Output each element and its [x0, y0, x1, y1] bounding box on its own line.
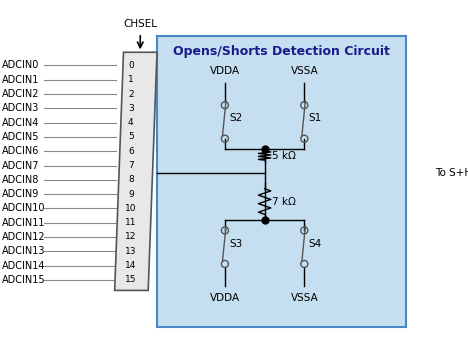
Text: 7 kΩ: 7 kΩ	[271, 197, 296, 207]
Text: S1: S1	[309, 113, 322, 123]
Text: ADCIN13: ADCIN13	[2, 246, 45, 256]
Text: 13: 13	[125, 247, 137, 256]
Polygon shape	[115, 52, 157, 290]
Text: S3: S3	[229, 239, 242, 249]
Text: ADCIN1: ADCIN1	[2, 75, 39, 85]
Text: 10: 10	[125, 204, 137, 213]
Text: VDDA: VDDA	[210, 293, 240, 303]
Text: ADCIN0: ADCIN0	[2, 60, 39, 71]
Text: Opens/Shorts Detection Circuit: Opens/Shorts Detection Circuit	[173, 45, 390, 58]
Text: ADCIN15: ADCIN15	[2, 275, 45, 285]
Text: S2: S2	[229, 113, 242, 123]
Text: 2: 2	[128, 89, 134, 98]
Text: 14: 14	[125, 261, 137, 270]
Text: ADCIN2: ADCIN2	[2, 89, 39, 99]
Text: 15: 15	[125, 275, 137, 284]
Text: CHSEL: CHSEL	[123, 19, 157, 29]
Text: To S+H: To S+H	[435, 168, 468, 178]
Text: VSSA: VSSA	[291, 293, 318, 303]
Text: ADCIN5: ADCIN5	[2, 132, 39, 142]
Text: 0: 0	[128, 61, 134, 70]
Text: 5 kΩ: 5 kΩ	[271, 151, 296, 161]
Text: VSSA: VSSA	[291, 66, 318, 76]
Text: ADCIN3: ADCIN3	[2, 104, 39, 113]
Text: 9: 9	[128, 190, 134, 199]
Text: 5: 5	[128, 132, 134, 142]
Text: ADCIN6: ADCIN6	[2, 146, 39, 156]
Text: 7: 7	[128, 161, 134, 170]
Text: 3: 3	[128, 104, 134, 113]
Text: ADCIN7: ADCIN7	[2, 160, 39, 171]
Text: ADCIN11: ADCIN11	[2, 218, 45, 228]
Text: S4: S4	[309, 239, 322, 249]
Text: ADCIN10: ADCIN10	[2, 203, 45, 213]
Text: 1: 1	[128, 75, 134, 84]
Text: 8: 8	[128, 175, 134, 184]
Text: 11: 11	[125, 218, 137, 227]
Text: ADCIN12: ADCIN12	[2, 232, 45, 242]
Text: ADCIN4: ADCIN4	[2, 118, 39, 128]
Text: 6: 6	[128, 147, 134, 156]
Text: ADCIN9: ADCIN9	[2, 189, 39, 199]
Text: 4: 4	[128, 118, 134, 127]
Text: VDDA: VDDA	[210, 66, 240, 76]
FancyBboxPatch shape	[157, 37, 406, 328]
Text: ADCIN8: ADCIN8	[2, 175, 39, 185]
Text: 12: 12	[125, 232, 137, 241]
Text: ADCIN14: ADCIN14	[2, 261, 45, 270]
